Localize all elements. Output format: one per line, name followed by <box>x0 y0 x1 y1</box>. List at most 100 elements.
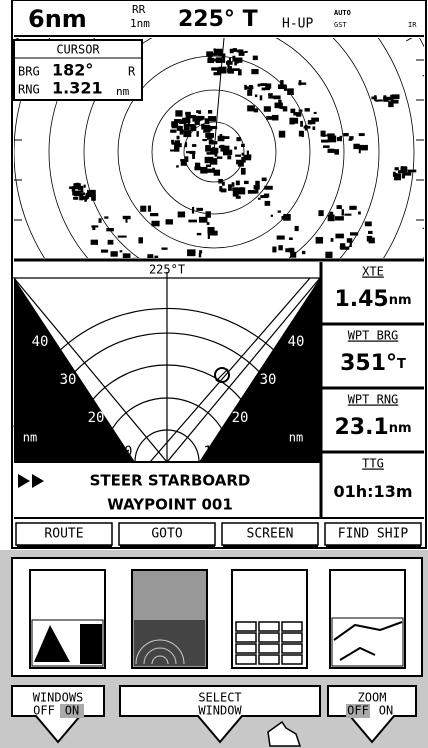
echo <box>218 71 220 75</box>
echo <box>316 237 323 244</box>
echo <box>229 58 231 64</box>
echo <box>228 66 232 73</box>
echo <box>140 206 146 212</box>
box-unit: nm <box>389 293 412 308</box>
echo <box>104 216 108 218</box>
echo <box>295 226 299 231</box>
echo <box>299 110 303 112</box>
echo <box>188 220 197 223</box>
echo <box>197 233 202 235</box>
echo <box>289 237 293 240</box>
echo <box>255 94 257 97</box>
echo <box>195 163 200 168</box>
echo <box>206 165 211 167</box>
icon-cell <box>259 622 279 631</box>
brg-label: BRG <box>18 65 40 79</box>
echo <box>171 140 174 144</box>
range-label: 20 <box>88 410 105 426</box>
echo <box>254 185 260 189</box>
echo <box>206 51 213 56</box>
option-on: ON <box>65 704 79 718</box>
echo <box>328 149 335 153</box>
icon-cell <box>282 655 302 664</box>
steer-line2: WAYPOINT 001 <box>107 496 233 514</box>
echo <box>236 181 240 186</box>
echo <box>241 144 245 147</box>
box-label: WPT BRG <box>348 329 399 343</box>
softkey-label: ROUTE <box>44 527 83 542</box>
box-unit: nm <box>389 421 412 436</box>
echo <box>253 56 258 60</box>
echo <box>401 166 407 172</box>
echo <box>217 156 222 158</box>
echo <box>101 250 108 253</box>
echo <box>313 126 316 130</box>
echo <box>211 67 219 70</box>
echo <box>272 115 278 121</box>
echo <box>280 80 283 85</box>
echo <box>247 154 251 158</box>
echo <box>246 86 254 89</box>
echo <box>148 206 151 212</box>
echo <box>161 247 167 249</box>
echo <box>407 170 416 173</box>
echo <box>185 142 187 147</box>
echo <box>244 181 249 184</box>
cursor-title: CURSOR <box>56 43 100 57</box>
echo <box>166 219 173 224</box>
echo <box>221 189 227 193</box>
echo <box>192 207 194 214</box>
range-unit: nm <box>289 431 303 445</box>
echo <box>234 59 237 66</box>
echo <box>205 157 214 163</box>
box-value: 351°T <box>340 351 406 376</box>
highway: 225°T <box>14 262 320 462</box>
echo <box>220 145 224 152</box>
echo <box>235 155 241 157</box>
echo <box>233 191 239 197</box>
echo <box>321 140 329 143</box>
echo <box>342 209 344 215</box>
echo <box>383 97 391 101</box>
echo <box>234 146 237 149</box>
echo <box>358 211 361 214</box>
echo <box>272 247 276 253</box>
echo <box>289 118 294 125</box>
icon-cell <box>259 655 279 664</box>
bearing-tick <box>0 73 5 76</box>
echo <box>190 125 196 131</box>
echo <box>182 130 184 132</box>
echo <box>227 156 231 160</box>
echo <box>223 56 226 63</box>
range-unit: nm <box>23 431 37 445</box>
echo <box>203 130 210 133</box>
icon-cell <box>236 622 256 631</box>
range-label: 40 <box>288 334 305 350</box>
range-label: 30 <box>60 372 77 388</box>
option-off: OFF <box>347 704 369 718</box>
rng-value: 1.321 <box>52 79 103 98</box>
echo <box>369 238 375 244</box>
echo <box>278 210 281 212</box>
echo <box>283 106 287 111</box>
echo <box>311 118 319 122</box>
echo <box>328 136 337 143</box>
icon-data <box>80 624 102 664</box>
echo <box>279 131 285 138</box>
echo <box>170 130 176 133</box>
echo <box>111 251 118 256</box>
echo <box>264 194 269 198</box>
echo <box>391 100 399 104</box>
icon-cell <box>236 655 256 664</box>
echo <box>296 114 301 117</box>
echo <box>118 236 127 238</box>
brg-ref: R <box>128 65 136 79</box>
echo <box>203 125 210 130</box>
echo <box>209 140 214 145</box>
echo <box>212 168 215 172</box>
echo <box>184 124 190 130</box>
softkey-label: SCREEN <box>247 527 294 542</box>
range-label: 40 <box>32 334 49 350</box>
echo <box>92 225 95 230</box>
echo <box>185 112 191 115</box>
